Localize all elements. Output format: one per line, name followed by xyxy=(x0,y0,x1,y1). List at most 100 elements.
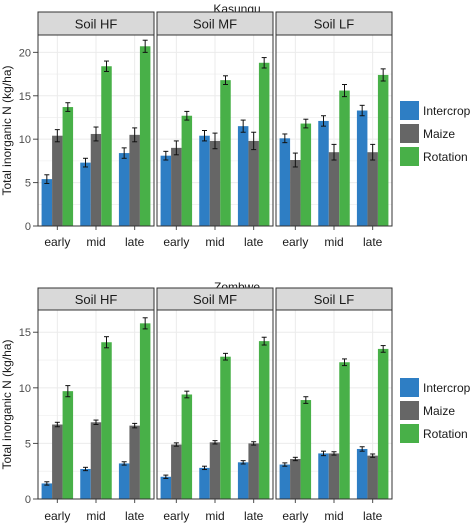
bar-rotation-early xyxy=(62,107,74,226)
x-tick-label: mid xyxy=(86,509,105,523)
bar-rotation-late xyxy=(258,341,270,499)
bar-intercrop-late xyxy=(118,153,130,226)
bar-intercrop-early xyxy=(41,483,53,499)
y-tick-label: 0 xyxy=(25,221,31,233)
x-tick-label: early xyxy=(44,509,70,523)
bar-intercrop-mid xyxy=(80,162,91,226)
facet-soil-mf: Soil MF early mid late xyxy=(156,11,274,249)
x-tick-label: mid xyxy=(86,235,105,249)
y-axis-label: Total inorganic N (kg/ha) xyxy=(0,65,14,195)
bar-maize-mid xyxy=(328,152,340,226)
facet-soil-mf: Soil MF early mid late xyxy=(156,287,274,523)
bar-maize-early xyxy=(52,424,63,499)
x-tick-label: early xyxy=(163,509,189,523)
bar-maize-mid xyxy=(209,442,221,499)
bar-rotation-early xyxy=(181,115,193,226)
bar-rotation-mid xyxy=(220,80,231,227)
legend-swatch-intercrop xyxy=(400,101,419,120)
y-tick-label: 5 xyxy=(25,438,31,450)
bar-maize-mid xyxy=(209,140,221,226)
y-axis-label: Total inorganic N (kg/ha) xyxy=(0,339,14,469)
facet-strip-label: Soil LF xyxy=(314,17,355,32)
legend: Intercrop Maize Rotation xyxy=(400,378,471,443)
legend-label-maize: Maize xyxy=(423,127,455,141)
bar-maize-late xyxy=(248,140,259,226)
facet-soil-lf: Soil LF early mid late xyxy=(275,11,393,249)
bar-rotation-late xyxy=(139,323,151,499)
facet-soil-hf: Soil HF early mid late xyxy=(37,287,155,523)
bar-rotation-early xyxy=(300,123,312,226)
bar-maize-mid xyxy=(90,422,102,499)
panel-border xyxy=(37,309,155,500)
bar-maize-late xyxy=(367,152,378,226)
bar-rotation-early xyxy=(300,400,312,499)
bar-maize-early xyxy=(171,147,182,226)
bar-maize-late xyxy=(129,425,140,499)
x-tick-label: late xyxy=(363,509,383,523)
panel-border xyxy=(37,34,155,227)
bar-rotation-mid xyxy=(101,342,112,499)
x-tick-label: late xyxy=(244,509,264,523)
legend-swatch-maize xyxy=(400,401,419,420)
legend-label-rotation: Rotation xyxy=(423,150,468,164)
x-tick-label: late xyxy=(125,509,145,523)
y-tick-label: 20 xyxy=(19,47,31,59)
x-tick-label: late xyxy=(244,235,264,249)
y-tick-label: 15 xyxy=(19,327,31,339)
bar-maize-late xyxy=(367,455,378,499)
y-tick-label: 10 xyxy=(19,134,31,146)
bar-maize-late xyxy=(248,443,259,499)
panel-border xyxy=(156,309,274,500)
x-tick-label: mid xyxy=(324,509,343,523)
bar-intercrop-mid xyxy=(318,120,329,226)
bar-rotation-late xyxy=(139,46,151,226)
facet-strip-label: Soil HF xyxy=(75,17,118,32)
bar-rotation-late xyxy=(258,62,270,227)
facet-strip-label: Soil HF xyxy=(75,292,118,307)
panel-border xyxy=(275,34,393,227)
legend-swatch-maize xyxy=(400,124,419,143)
legend-label-intercrop: Intercrop xyxy=(423,104,471,118)
legend-swatch-intercrop xyxy=(400,378,419,397)
y-tick-label: 15 xyxy=(19,91,31,103)
legend-swatch-rotation xyxy=(400,147,419,166)
bar-rotation-early xyxy=(62,391,74,499)
bar-intercrop-late xyxy=(356,448,368,499)
panel-border xyxy=(275,309,393,500)
bar-maize-mid xyxy=(328,453,340,499)
bar-rotation-late xyxy=(377,74,389,226)
bar-maize-late xyxy=(129,134,140,226)
bar-intercrop-mid xyxy=(199,467,210,499)
bar-intercrop-mid xyxy=(318,453,329,499)
x-tick-label: early xyxy=(282,235,308,249)
bar-maize-early xyxy=(52,135,63,226)
bar-rotation-late xyxy=(377,348,389,499)
bar-maize-mid xyxy=(90,133,102,226)
bar-intercrop-early xyxy=(279,138,291,226)
x-tick-label: early xyxy=(163,235,189,249)
y-tick-label: 5 xyxy=(25,178,31,190)
facet-strip-label: Soil MF xyxy=(193,292,237,307)
bar-intercrop-mid xyxy=(80,468,91,499)
facet-strip-label: Soil LF xyxy=(314,292,355,307)
x-tick-label: late xyxy=(363,235,383,249)
bar-intercrop-late xyxy=(237,462,249,499)
panel-border xyxy=(156,34,274,227)
x-tick-label: mid xyxy=(324,235,343,249)
y-tick-label: 0 xyxy=(25,494,31,506)
x-tick-label: mid xyxy=(205,235,224,249)
legend-label-rotation: Rotation xyxy=(423,427,468,441)
bar-rotation-mid xyxy=(339,362,350,499)
x-tick-label: mid xyxy=(205,509,224,523)
bar-rotation-mid xyxy=(339,90,350,227)
legend-label-intercrop: Intercrop xyxy=(423,381,471,395)
bar-rotation-mid xyxy=(220,356,231,499)
bar-intercrop-early xyxy=(41,179,53,226)
facet-soil-hf: Soil HF early mid late xyxy=(37,11,155,249)
bar-intercrop-early xyxy=(279,464,291,499)
bar-rotation-early xyxy=(181,394,193,499)
